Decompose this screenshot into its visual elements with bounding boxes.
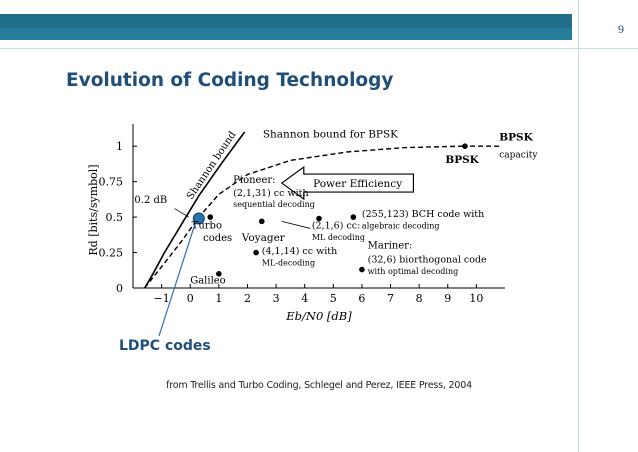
x-tick-label: 8 [416, 292, 423, 305]
y-axis-label: Rd [bits/symbol] [87, 164, 100, 255]
code-point [207, 214, 214, 220]
ldpc-callout-label: LDPC codes [119, 338, 211, 354]
shannon-bound-curve [144, 131, 246, 289]
cc216-arrow [281, 220, 311, 229]
coding-chart: −1 0 1 2 3 4 5 6 7 8 9 10 0 0.25 0.5 0.75 1 Eb/N0 [dB] Rd … [85, 110, 557, 340]
bch-label-1: (255,123) BCH code with [362, 209, 484, 220]
mariner-label-2: (32,6) biorthogonal code [368, 254, 487, 265]
x-tick-label: 10 [469, 292, 483, 305]
x-tick-label: 6 [358, 292, 365, 305]
y-tick-label: 1 [116, 140, 123, 153]
shannon-bpsk-label: Shannon bound for BPSK [263, 129, 398, 141]
pioneer-label-3: sequential decoding [233, 200, 315, 209]
code-point [359, 266, 365, 273]
x-tick-label: 0 [187, 292, 194, 305]
cc216-label-2: ML decoding [312, 233, 365, 242]
side-divider [578, 0, 579, 452]
code-point [258, 218, 265, 225]
cc4114-label-1: (4,1,14) cc with [262, 246, 337, 257]
bpsk-label: BPSK [445, 154, 479, 166]
turbo-label-1: Turbo [192, 220, 222, 231]
pioneer-label-2: (2,1,31) cc with [233, 188, 308, 199]
code-point [462, 143, 468, 149]
code-point [350, 214, 357, 220]
x-tick-label: 7 [387, 292, 394, 305]
gap-arrow [174, 208, 190, 218]
bpsk-bound-curve [144, 145, 463, 289]
y-tick-label: 0.5 [106, 211, 124, 224]
x-axis-label: Eb/N0 [dB] [285, 309, 352, 323]
galileo-label: Galileo [190, 276, 225, 287]
bch-label-2: algebraic decoding [362, 221, 440, 230]
y-tick-label: 0.25 [99, 247, 124, 260]
x-tick-label: 2 [244, 292, 251, 305]
chart-svg: −1 0 1 2 3 4 5 6 7 8 9 10 0 0.25 0.5 0.75 1 Eb/N0 [dB] Rd … [87, 124, 538, 337]
header-divider [0, 48, 638, 49]
x-tick-label: 4 [301, 292, 308, 305]
power-efficiency-arrow [280, 165, 415, 201]
turbo-label-2: codes [203, 233, 232, 244]
bpsk-capacity-label-1: BPSK [499, 132, 533, 144]
header-band-highlight [0, 28, 572, 40]
gap-label: 0.2 dB [134, 195, 167, 206]
x-tick-label: 3 [273, 292, 280, 305]
x-tick-label: 9 [444, 292, 451, 305]
source-caption: from Trellis and Turbo Coding, Schlegel … [166, 380, 472, 391]
ldpc-callout-line [158, 224, 196, 337]
header-bar [0, 0, 638, 40]
x-tick-label: 1 [215, 292, 222, 305]
voyager-label: Voyager [241, 232, 286, 244]
code-point [316, 215, 322, 222]
power-efficiency-label: Power Efficiency [313, 178, 402, 190]
code-point [253, 249, 259, 256]
shannon-bound-label: Shannon bound [185, 129, 239, 202]
mariner-label-1: Mariner: [368, 240, 413, 251]
y-tick-label: 0.75 [99, 176, 124, 189]
ldpc-point [192, 212, 205, 225]
page-number: 9 [618, 22, 624, 36]
mariner-label-3: with optimal decoding [368, 267, 459, 276]
slide-title: Evolution of Coding Technology [66, 70, 394, 91]
cc4114-label-2: ML-decoding [262, 258, 315, 267]
x-tick-label: −1 [154, 292, 170, 305]
cc216-label-1: (2,1,6) cc: [312, 220, 360, 231]
code-point [216, 271, 222, 277]
bpsk-capacity-label-2: capacity [499, 151, 538, 161]
x-tick-label: 5 [330, 292, 337, 305]
pioneer-label-1: Pioneer: [233, 175, 275, 186]
y-tick-label: 0 [116, 282, 123, 295]
